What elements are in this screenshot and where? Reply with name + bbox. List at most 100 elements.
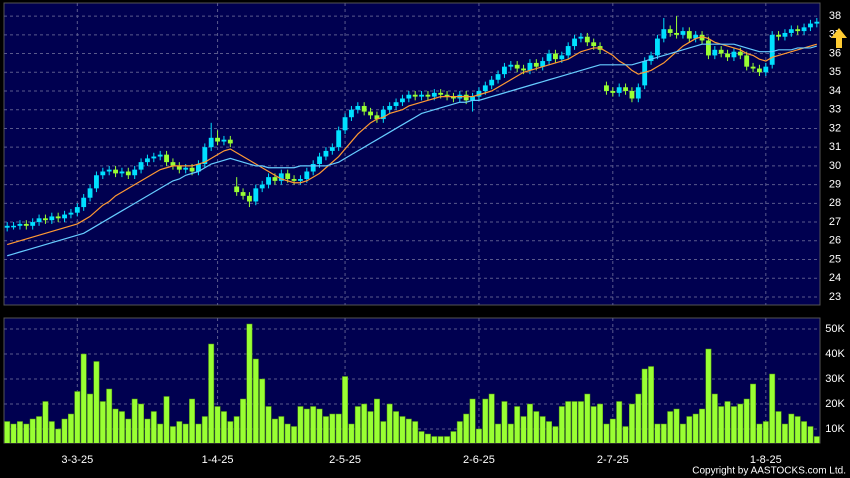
candle-body	[565, 46, 571, 56]
candle-body	[138, 162, 144, 170]
candle-body	[801, 27, 807, 32]
volume-bar	[284, 423, 291, 443]
candle-body	[145, 158, 150, 163]
volume-bar	[520, 416, 527, 443]
candle-body	[68, 212, 74, 215]
candle-body	[725, 53, 730, 58]
volume-bar	[437, 436, 444, 443]
y-tick-label: 23	[829, 291, 841, 303]
candle-body	[431, 92, 437, 97]
volume-bar	[546, 421, 552, 443]
volume-bar	[214, 406, 221, 443]
candle-body	[202, 147, 208, 165]
volume-bar	[354, 406, 361, 443]
candle-body	[247, 195, 252, 202]
candle-body	[62, 214, 67, 219]
candle-body	[553, 53, 558, 60]
volume-bar	[431, 436, 438, 443]
candle-body	[374, 115, 380, 120]
volume-bar	[705, 348, 712, 443]
candle-body	[87, 188, 93, 198]
candle-body	[291, 178, 297, 181]
volume-bar	[150, 411, 157, 443]
candle-body	[208, 137, 214, 148]
volume-bar	[507, 423, 514, 443]
volume-bar	[265, 406, 272, 443]
volume-bar	[692, 413, 699, 443]
candle-body	[648, 55, 654, 62]
volume-bar	[794, 416, 801, 443]
candle-body	[94, 175, 99, 189]
volume-bar	[310, 406, 317, 443]
moving-average-line	[7, 36, 817, 246]
volume-bar	[667, 411, 674, 443]
volume-bar	[208, 343, 215, 443]
volume-bar	[393, 411, 399, 443]
candle-body	[463, 94, 469, 101]
candle-body	[100, 171, 106, 176]
volume-bar	[673, 408, 680, 443]
candle-body	[616, 87, 622, 93]
y-tick-label: 30K	[825, 373, 845, 385]
candle-body	[655, 38, 660, 56]
volume-bar	[125, 418, 132, 443]
candle-body	[317, 156, 322, 165]
y-tick-label: 26	[829, 235, 841, 247]
volume-bar	[17, 421, 23, 443]
volume-bar	[463, 413, 470, 443]
candle-body	[712, 49, 718, 56]
candle-body	[387, 105, 393, 110]
candle-body	[769, 34, 775, 65]
candle-body	[266, 177, 271, 185]
volume-bar	[55, 428, 62, 443]
candle-body	[368, 111, 373, 116]
candle-body	[106, 169, 112, 172]
volume-bar	[367, 411, 374, 443]
candle-body	[808, 23, 813, 28]
volume-bar	[240, 398, 246, 443]
candle-body	[329, 147, 335, 151]
volume-bar	[227, 421, 234, 443]
volume-bar	[316, 408, 323, 443]
volume-bar	[201, 416, 208, 443]
candle-body	[706, 40, 711, 56]
candle-body	[527, 62, 533, 71]
volume-bar	[686, 416, 693, 443]
y-tick-label: 40K	[825, 348, 845, 360]
candle-body	[814, 21, 820, 24]
volume-bar	[297, 406, 304, 443]
volume-bar	[622, 426, 629, 443]
volume-bar	[99, 401, 106, 443]
candle-body	[361, 105, 367, 112]
candle-body	[132, 169, 138, 176]
candle-body	[43, 218, 48, 221]
candle-body	[157, 154, 163, 157]
candle-body	[74, 207, 80, 213]
volume-bar	[552, 426, 559, 443]
volume-bar	[176, 421, 183, 443]
candle-body	[119, 171, 125, 174]
candle-body	[23, 223, 29, 226]
candle-body	[540, 61, 546, 67]
candle-body	[444, 94, 450, 97]
volume-bar	[74, 391, 81, 443]
volume-bar	[756, 423, 763, 443]
candle-body	[298, 178, 303, 181]
volume-bar	[221, 411, 227, 443]
volume-bar	[469, 398, 476, 443]
volume-bar	[711, 393, 718, 443]
volume-bar	[131, 398, 138, 443]
candle-body	[400, 98, 405, 103]
volume-bar	[629, 403, 635, 443]
volume-bar	[488, 393, 495, 443]
candle-body	[521, 68, 526, 71]
y-tick-label: 32	[829, 122, 841, 134]
x-tick-label: 2-7-25	[597, 454, 629, 466]
volume-bar	[476, 428, 482, 443]
volume-bar	[495, 423, 501, 443]
candle-body	[495, 74, 501, 80]
candle-body	[584, 36, 590, 43]
volume-bar	[144, 418, 151, 443]
volume-bar	[42, 401, 49, 443]
candle-body	[310, 164, 316, 172]
